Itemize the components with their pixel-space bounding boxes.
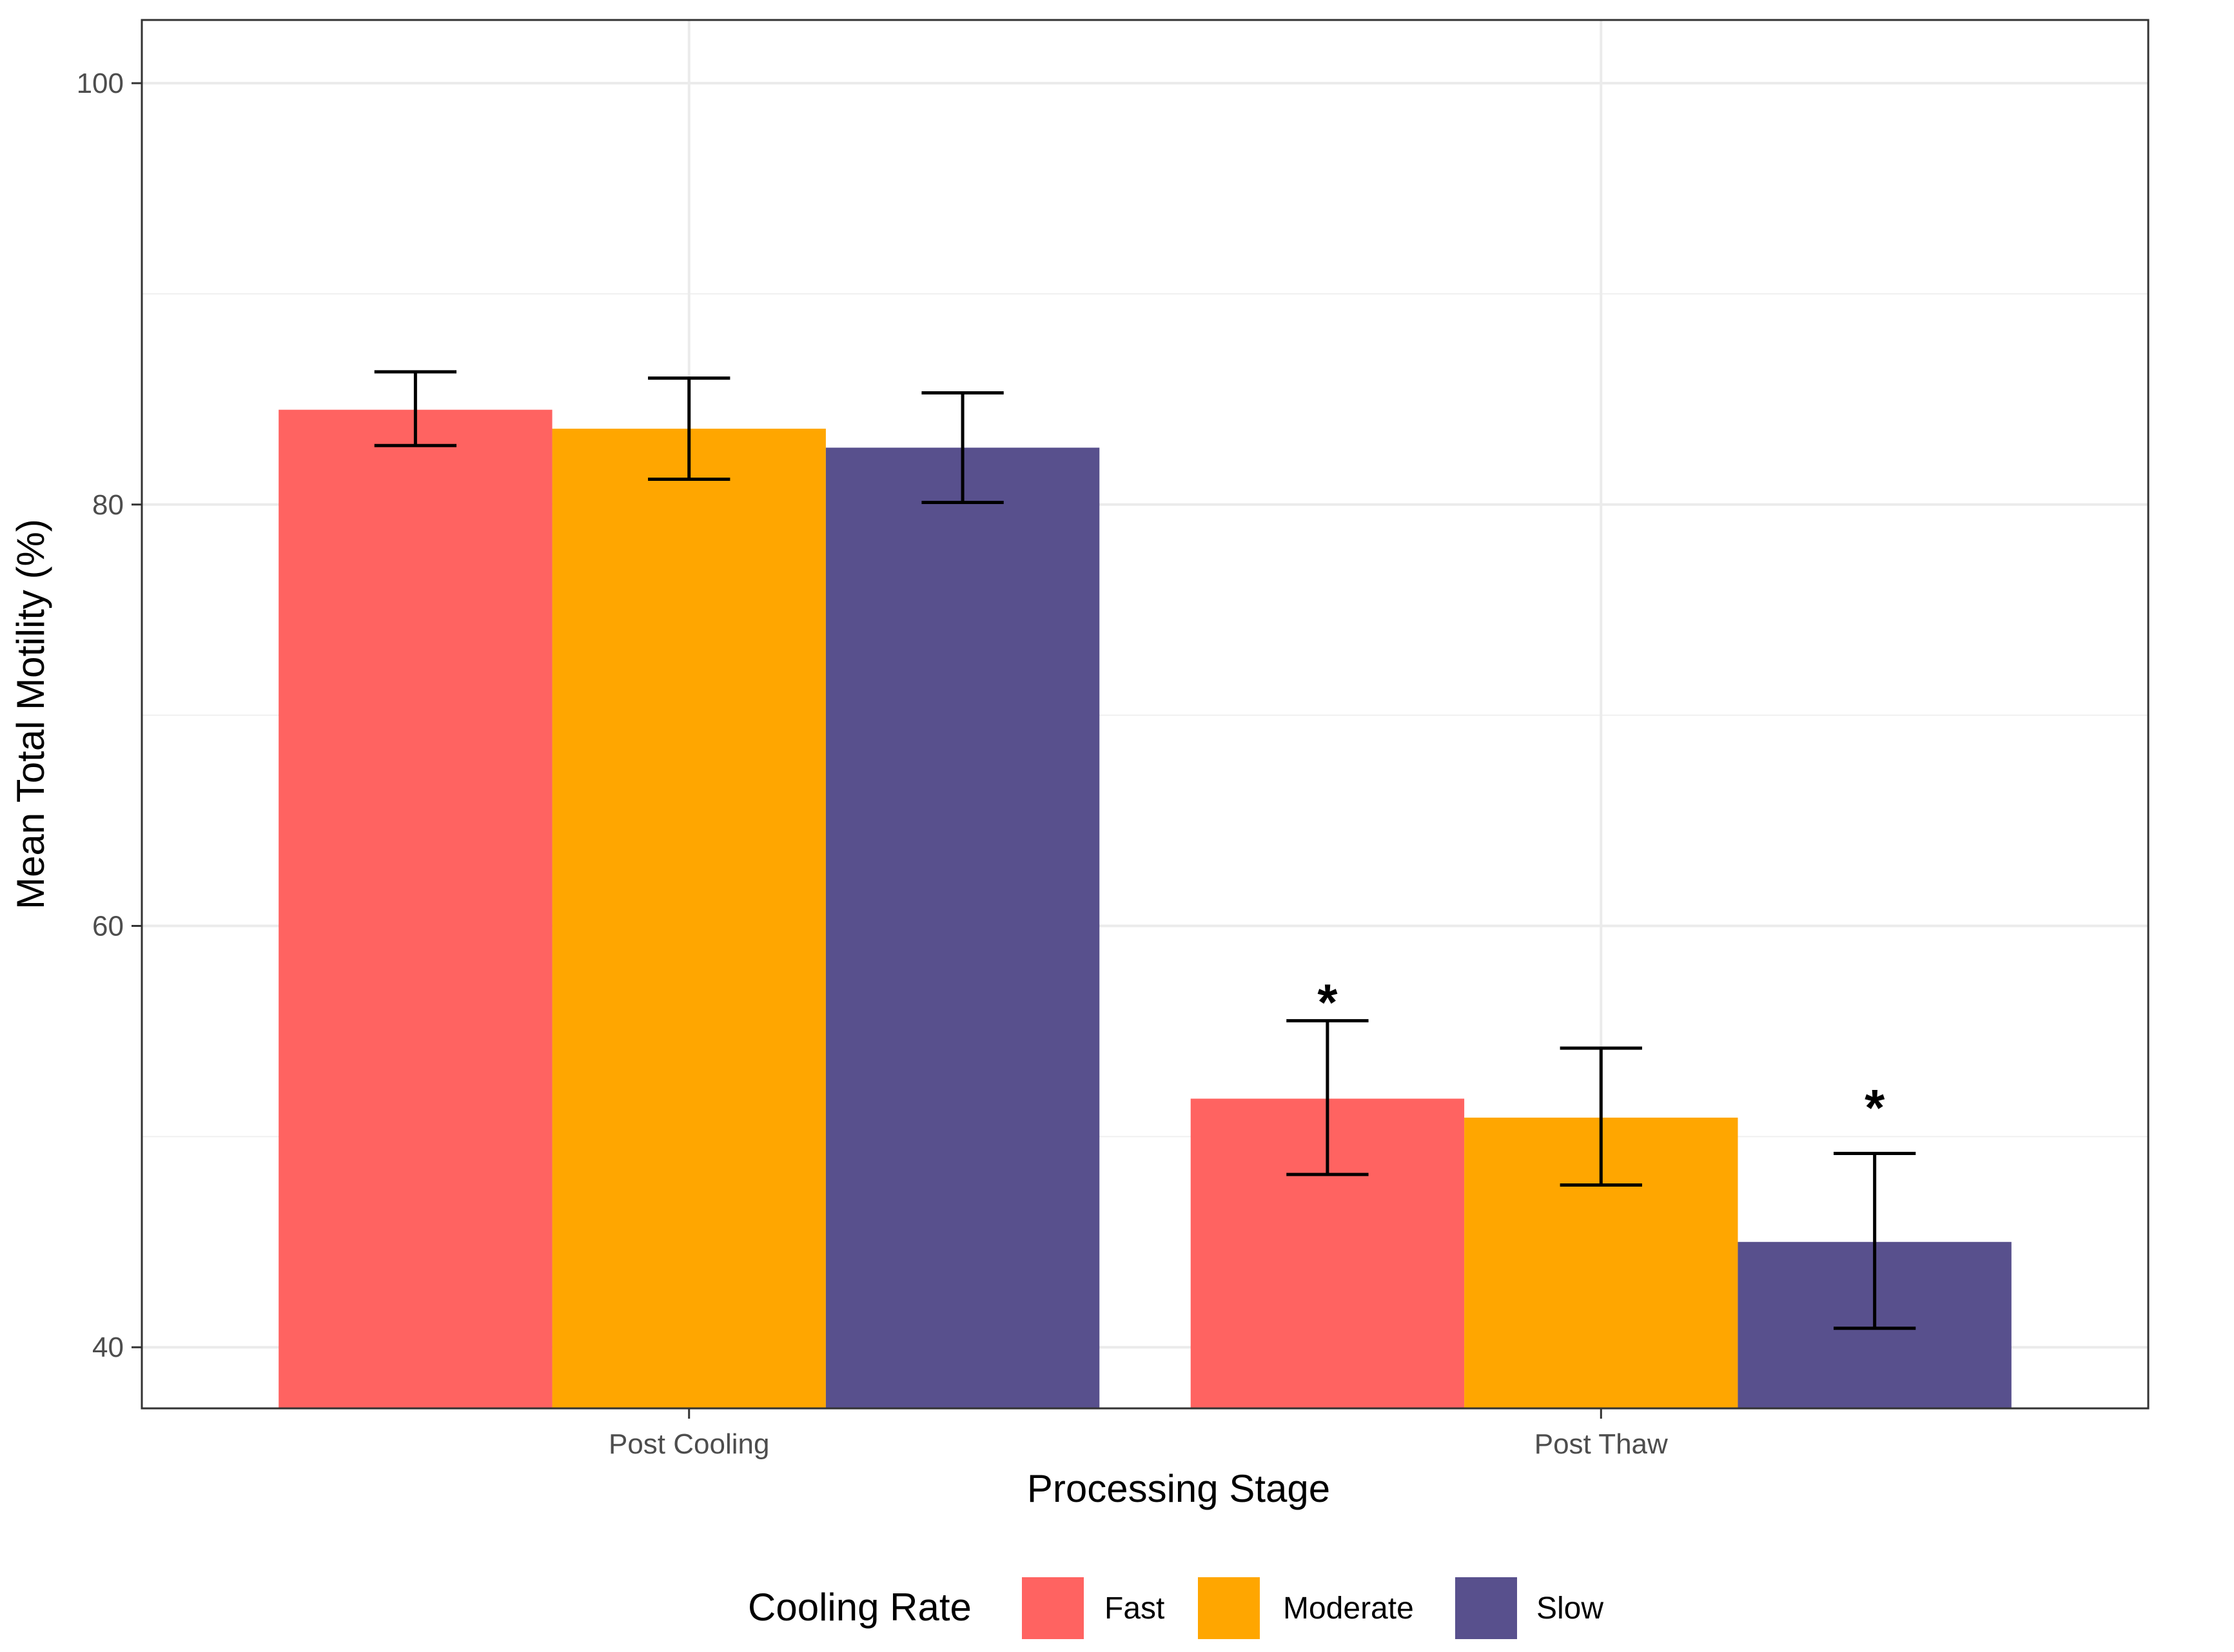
error-bars (374, 370, 1916, 1330)
significance-annotation: * (1865, 1079, 1885, 1136)
y-axis: 40 60 80 100 (77, 68, 142, 1363)
y-tick-label: 80 (92, 489, 124, 521)
y-tick-label: 40 (92, 1332, 124, 1363)
x-axis: Post Cooling Post Thaw (609, 1408, 1668, 1460)
bar (552, 429, 826, 1408)
annotations: ** (1317, 974, 1885, 1136)
legend: Cooling Rate Fast Moderate Slow (748, 1577, 1603, 1639)
bar (279, 409, 553, 1408)
legend-label: Slow (1536, 1591, 1603, 1626)
legend-label: Fast (1104, 1591, 1164, 1626)
y-axis-title: Mean Total Motility (%) (9, 519, 52, 909)
legend-key (1022, 1577, 1084, 1639)
significance-annotation: * (1317, 974, 1338, 1031)
bar (825, 447, 1100, 1409)
plot-panel-border (141, 19, 2150, 1410)
x-tick-label: Post Thaw (1534, 1428, 1668, 1460)
legend-title: Cooling Rate (748, 1586, 972, 1629)
bars (279, 409, 2012, 1409)
y-tick-label: 60 (92, 910, 124, 942)
legend-key (1455, 1577, 1517, 1639)
legend-key (1198, 1577, 1260, 1639)
y-tick-label: 100 (77, 68, 124, 99)
x-axis-title: Processing Stage (1027, 1467, 1330, 1510)
x-tick-label: Post Cooling (609, 1428, 769, 1460)
legend-label: Moderate (1283, 1591, 1414, 1626)
